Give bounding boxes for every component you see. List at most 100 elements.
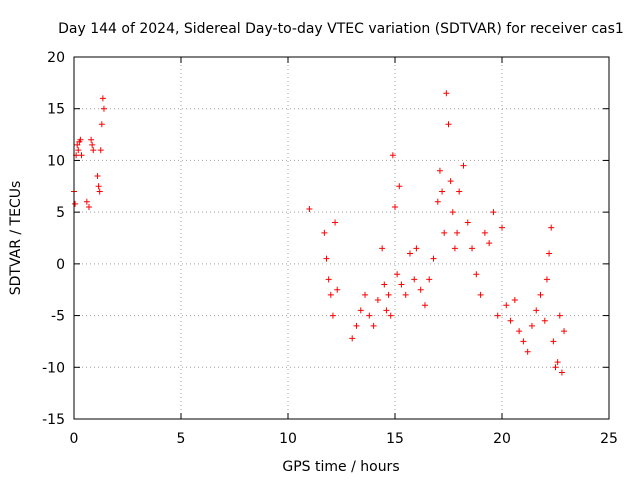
data-point — [552, 364, 559, 371]
x-axis-label: GPS time / hours — [282, 459, 399, 475]
data-point — [387, 312, 394, 319]
data-point — [306, 206, 313, 213]
data-point — [556, 312, 563, 319]
data-point — [511, 297, 518, 304]
data-point — [430, 255, 437, 262]
y-tick-label: 10 — [47, 153, 65, 169]
data-point — [554, 359, 561, 366]
data-point — [100, 105, 107, 112]
data-point — [90, 147, 97, 154]
data-point — [389, 152, 396, 159]
data-point — [533, 307, 540, 314]
data-point — [381, 281, 388, 288]
x-tick-label: 0 — [70, 431, 79, 447]
y-tick-label: -10 — [42, 360, 65, 376]
data-point — [449, 209, 456, 216]
data-point — [464, 219, 471, 226]
data-point — [537, 291, 544, 298]
y-tick-label: 15 — [47, 102, 65, 118]
data-point — [379, 245, 386, 252]
data-point — [434, 198, 441, 205]
data-point — [421, 302, 428, 309]
x-tick-label: 20 — [493, 431, 511, 447]
data-point — [85, 203, 92, 210]
y-tick-label: 0 — [56, 257, 65, 273]
y-tick-label: -15 — [42, 412, 65, 428]
data-points — [71, 90, 568, 376]
data-point — [77, 136, 84, 143]
data-point — [413, 245, 420, 252]
data-point — [383, 307, 390, 314]
data-point — [541, 317, 548, 324]
data-point — [349, 335, 356, 342]
x-tick-label: 15 — [386, 431, 404, 447]
data-point — [520, 338, 527, 345]
data-point — [394, 271, 401, 278]
data-point — [486, 240, 493, 247]
data-point — [481, 229, 488, 236]
data-point — [503, 302, 510, 309]
data-point — [439, 188, 446, 195]
data-point — [327, 291, 334, 298]
data-point — [558, 369, 565, 376]
y-tick-label: 20 — [47, 50, 65, 66]
data-point — [490, 209, 497, 216]
data-point — [94, 172, 101, 179]
data-point — [443, 90, 450, 97]
data-point — [321, 229, 328, 236]
data-point — [99, 95, 106, 102]
x-axis: 0 5 10 15 20 25 — [70, 57, 618, 447]
data-point — [411, 276, 418, 283]
data-point — [456, 188, 463, 195]
data-point — [499, 224, 505, 231]
data-point — [385, 291, 392, 298]
data-point — [329, 312, 336, 319]
data-point — [445, 121, 452, 128]
data-point — [550, 338, 557, 345]
data-point — [436, 167, 443, 174]
x-tick-label: 25 — [600, 431, 618, 447]
data-point — [74, 141, 81, 148]
data-point — [89, 141, 96, 148]
plot-frame — [73, 56, 610, 420]
data-point — [494, 312, 501, 319]
data-point — [78, 152, 85, 159]
y-axis: -15 -10 -5 0 5 10 15 20 — [42, 50, 609, 428]
data-point — [460, 162, 467, 169]
data-point — [507, 317, 514, 324]
data-point — [362, 291, 369, 298]
data-point — [477, 291, 484, 298]
data-point — [98, 121, 105, 128]
y-axis-label: SDTVAR / TECUs — [8, 181, 24, 296]
data-point — [88, 136, 95, 143]
y-tick-label: -5 — [51, 309, 65, 325]
data-point — [454, 229, 461, 236]
data-point — [357, 307, 364, 314]
data-point — [83, 198, 90, 205]
data-point — [72, 200, 79, 207]
data-point — [406, 250, 413, 257]
data-point — [396, 183, 403, 190]
grid — [74, 57, 609, 419]
chart-title: Day 144 of 2024, Sidereal Day-to-day VTE… — [58, 21, 624, 37]
data-point — [528, 322, 535, 329]
data-point — [374, 297, 381, 304]
data-point — [561, 328, 568, 335]
data-point — [325, 276, 332, 283]
data-point — [332, 219, 339, 226]
data-point — [441, 229, 448, 236]
data-point — [524, 348, 531, 355]
data-point — [95, 183, 102, 190]
data-point — [353, 322, 360, 329]
y-tick-label: 5 — [56, 205, 65, 221]
data-point — [366, 312, 373, 319]
data-point — [548, 224, 555, 231]
data-point — [370, 322, 377, 329]
data-point — [516, 328, 523, 335]
data-point — [97, 147, 104, 154]
data-point — [75, 147, 82, 154]
data-point — [543, 276, 550, 283]
data-point — [546, 250, 553, 257]
data-point — [402, 291, 409, 298]
